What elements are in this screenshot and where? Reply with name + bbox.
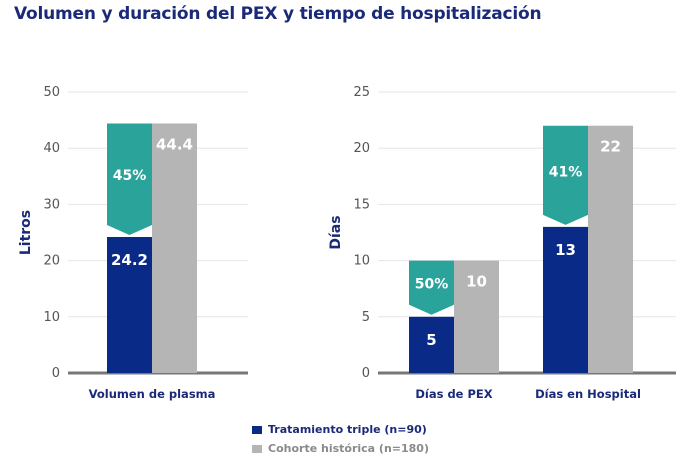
legend-item-historica: Cohorte histórica (n=180): [252, 439, 429, 458]
y-axis-label: Litros: [18, 210, 34, 255]
y-tick-label: 10: [43, 310, 60, 325]
bar-value-label: 5: [426, 331, 436, 349]
reduction-label: 45%: [113, 168, 147, 184]
legend: Tratamiento triple (n=90) Cohorte histór…: [252, 420, 429, 458]
y-tick-label: 10: [353, 254, 370, 269]
y-axis-label: Días: [328, 215, 344, 249]
bar-historica: [152, 123, 197, 373]
bar-value-label: 10: [466, 273, 487, 291]
bar-value-label: 24.2: [111, 251, 148, 269]
bar-historica: [454, 260, 499, 373]
reduction-label: 41%: [549, 164, 583, 180]
x-category-label: Volumen de plasma: [89, 387, 216, 401]
y-tick-label: 25: [353, 85, 370, 100]
legend-label-triple: Tratamiento triple (n=90): [268, 423, 427, 436]
y-tick-label: 40: [43, 141, 60, 156]
y-tick-label: 0: [362, 366, 370, 381]
y-tick-label: 5: [362, 310, 370, 325]
bar-triple: [409, 316, 454, 373]
bar-triple: [107, 236, 152, 373]
bar-triple: [543, 226, 588, 373]
y-tick-label: 50: [43, 85, 60, 100]
y-tick-label: 0: [52, 366, 60, 381]
bar-value-label: 13: [555, 241, 576, 259]
legend-label-historica: Cohorte histórica (n=180): [268, 442, 429, 455]
y-tick-label: 15: [353, 197, 370, 212]
bar-historica: [588, 125, 633, 373]
legend-item-triple: Tratamiento triple (n=90): [252, 420, 429, 439]
legend-swatch-triple: [252, 425, 262, 434]
x-category-label: Días de PEX: [415, 387, 492, 401]
x-category-label: Días en Hospital: [535, 387, 641, 401]
y-tick-label: 20: [43, 254, 60, 269]
reduction-badge: [107, 123, 152, 235]
y-tick-label: 20: [353, 141, 370, 156]
bar-value-label: 44.4: [156, 135, 193, 153]
reduction-badge: [543, 125, 588, 225]
reduction-badge: [409, 260, 454, 315]
bar-value-label: 22: [600, 138, 621, 156]
chart-title: Volumen y duración del PEX y tiempo de h…: [14, 4, 542, 24]
y-tick-label: 30: [43, 197, 60, 212]
legend-swatch-historica: [252, 444, 262, 453]
reduction-label: 50%: [415, 277, 449, 293]
